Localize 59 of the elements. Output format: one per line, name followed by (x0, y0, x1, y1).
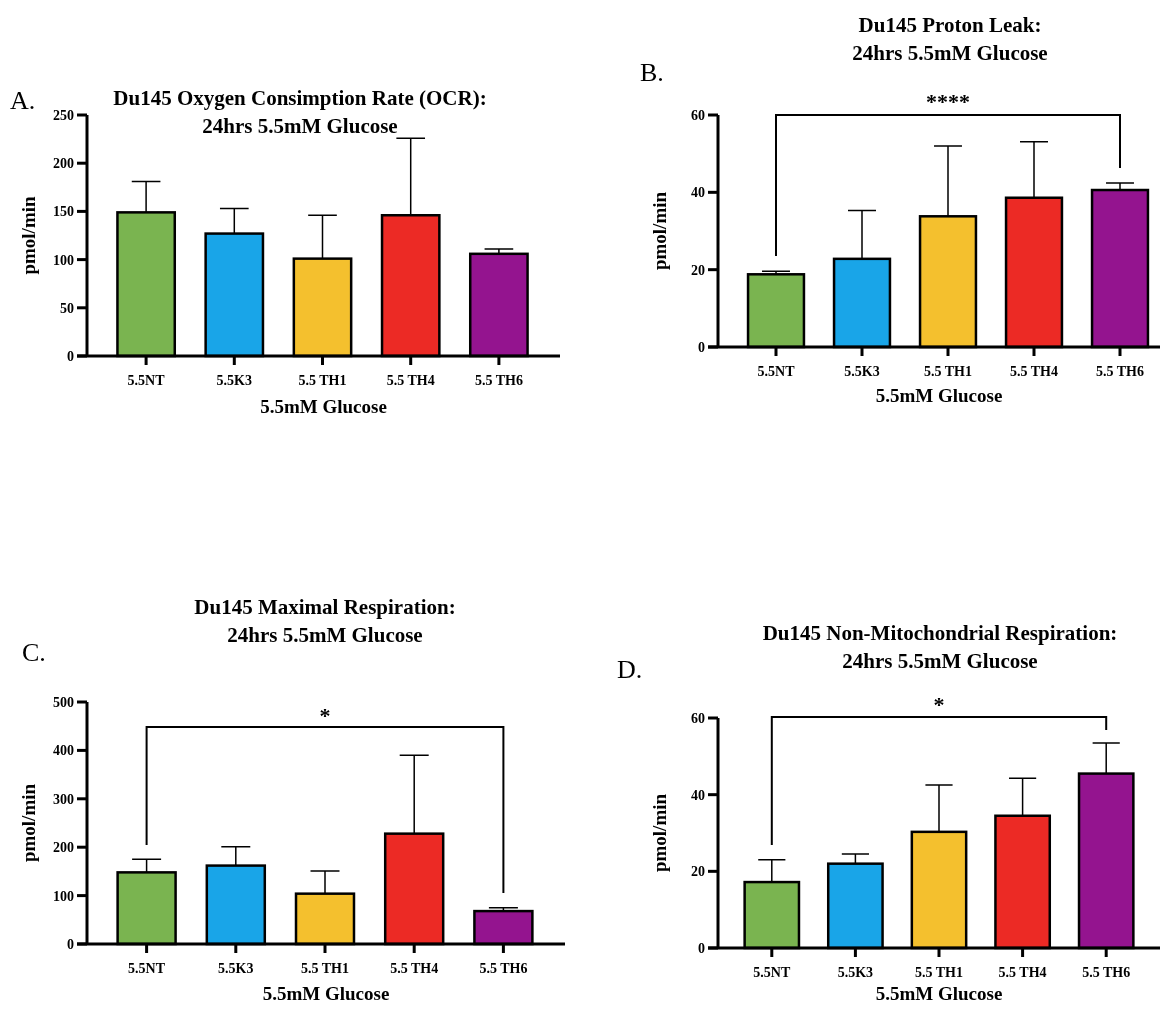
text: **** (926, 89, 970, 114)
text: D. (617, 655, 643, 684)
chart-title: Du145 Oxygen Consimption Rate (OCR): 24hrs 5.5mM Glucose (113, 86, 487, 138)
y-tick-label: 100 (53, 252, 74, 268)
x-axis-title: 5.5mM Glucose (262, 983, 390, 1004)
y-tick-label: 300 (53, 791, 74, 807)
annotation: * (319, 703, 331, 728)
x-tick-label: 5.5 TH1 (915, 965, 963, 980)
text: C. (22, 638, 46, 667)
y-tick-label: 40 (691, 787, 705, 803)
x-tick-label: 5.5 TH1 (298, 373, 347, 388)
chart-title: Du145 Maximal Respiration: 24hrs 5.5mM Glucose (194, 595, 456, 647)
y-tick-label: 0 (698, 339, 705, 355)
text: A. (10, 86, 36, 115)
x-axis-title: 5.5mM Glucose (875, 385, 1003, 406)
x-tick-label: 5.5NT (753, 965, 791, 980)
x-tick-label: 5.5 TH6 (474, 373, 523, 388)
text: * (933, 692, 945, 717)
x-axis-title: 5.5mM Glucose (260, 396, 387, 417)
x-tick-label: 5.5NT (128, 961, 166, 976)
y-axis-title: pmol/min (649, 793, 670, 873)
x-tick-label: 5.5K3 (216, 373, 252, 388)
y-tick-label: 400 (53, 743, 74, 759)
y-tick-label: 60 (691, 710, 705, 726)
x-tick-label: 5.5K3 (837, 965, 874, 980)
x-tick-label: 5.5 TH4 (1010, 364, 1058, 379)
y-axis-title: pmol/min (18, 196, 39, 275)
x-tick-label: 5.5K3 (218, 961, 254, 976)
y-tick-label: 100 (53, 888, 74, 904)
x-tick-label: 5.5NT (757, 364, 796, 379)
x-tick-label: 5.5 TH4 (998, 965, 1047, 980)
x-tick-label: 5.5 TH4 (390, 961, 439, 976)
chart-title: Du145 Proton Leak: 24hrs 5.5mM Glucose (852, 13, 1048, 65)
chart-title: Du145 Non-Mitochondrial Respiration: 24hrs 5.5mM Glucose (762, 621, 1118, 673)
y-axis-title: pmol/min (649, 191, 670, 271)
y-tick-label: 60 (691, 107, 705, 123)
y-tick-label: 200 (53, 156, 74, 172)
x-tick-label: 5.5 TH1 (924, 364, 972, 379)
y-tick-label: 20 (691, 864, 705, 880)
y-tick-label: 200 (53, 840, 74, 856)
y-axis-title: pmol/min (18, 783, 39, 863)
y-tick-label: 250 (53, 107, 74, 123)
y-tick-label: 40 (691, 185, 705, 201)
y-tick-label: 0 (698, 940, 705, 956)
x-axis-title: 5.5mM Glucose (875, 983, 1003, 1004)
y-tick-label: 500 (53, 694, 74, 710)
y-tick-label: 0 (67, 348, 74, 364)
x-tick-label: 5.5 TH1 (301, 961, 349, 976)
y-tick-label: 50 (60, 300, 74, 316)
x-tick-label: 5.5 TH4 (386, 373, 435, 388)
y-tick-label: 150 (53, 204, 74, 220)
x-tick-label: 5.5 TH6 (479, 961, 528, 976)
x-tick-label: 5.5NT (127, 373, 166, 388)
y-tick-label: 0 (67, 936, 74, 952)
x-tick-label: 5.5 TH6 (1096, 364, 1144, 379)
x-tick-label: 5.5 TH6 (1082, 965, 1131, 980)
text: B. (640, 58, 664, 87)
x-tick-label: 5.5K3 (844, 364, 880, 379)
y-tick-label: 20 (691, 262, 705, 278)
